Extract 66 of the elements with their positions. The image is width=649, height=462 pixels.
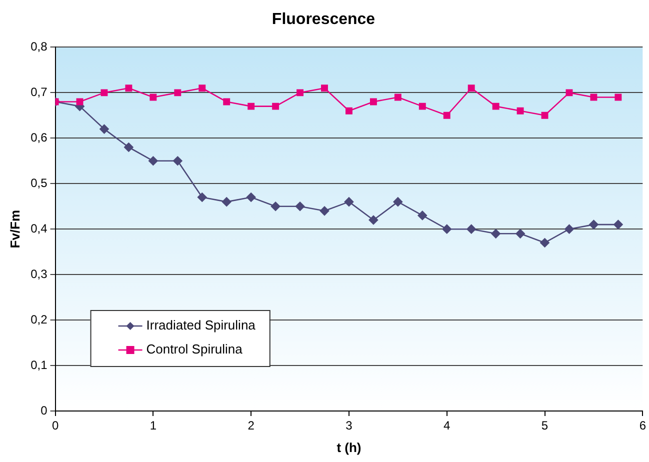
x-tick-label: 5	[541, 418, 548, 433]
point	[590, 94, 598, 101]
point	[589, 220, 598, 230]
chart-title: Fluorescence	[272, 11, 376, 28]
point	[491, 229, 500, 238]
point	[150, 94, 157, 101]
y-tick-label: 0,3	[30, 266, 48, 281]
point	[345, 107, 352, 114]
point	[295, 202, 305, 212]
point	[223, 98, 230, 106]
point	[222, 197, 232, 206]
point	[492, 102, 500, 110]
point	[296, 89, 304, 96]
point	[541, 112, 548, 119]
y-tick-label: 0,7	[30, 84, 48, 99]
point	[125, 84, 132, 92]
y-tick-label: 0,1	[30, 358, 48, 372]
point	[614, 220, 623, 230]
point	[368, 215, 378, 225]
point	[248, 102, 255, 110]
x-tick-label: 4	[444, 418, 451, 433]
point	[466, 224, 476, 234]
point	[540, 238, 550, 248]
y-tick-label: 0,5	[30, 176, 48, 190]
y-axis-title: Fv/Fm	[7, 210, 22, 248]
point	[418, 102, 426, 110]
legend-label: Control Spirulina	[146, 342, 244, 357]
y-tick-label: 0,8	[30, 40, 48, 54]
x-tick-label: 1	[150, 418, 157, 433]
point	[394, 94, 402, 101]
y-tick-label: 0,6	[30, 130, 48, 144]
x-tick-label: 2	[248, 418, 255, 433]
point	[173, 156, 182, 166]
point	[370, 98, 377, 106]
point	[76, 98, 84, 106]
point	[100, 89, 108, 96]
x-tick-label: 0	[52, 418, 59, 433]
point	[272, 102, 280, 110]
point	[246, 192, 256, 202]
point	[393, 197, 403, 206]
point	[320, 206, 330, 216]
point	[442, 224, 452, 234]
y-tick-label: 0	[40, 403, 48, 418]
legend-label: Irradiated Spirulina	[146, 318, 256, 333]
y-tick-label: 0,2	[30, 312, 48, 326]
point	[344, 197, 354, 206]
point	[443, 112, 450, 119]
point	[564, 224, 574, 234]
x-tick-label: 3	[346, 418, 353, 433]
y-tick-label: 0,4	[30, 221, 48, 236]
point	[566, 89, 573, 96]
point	[468, 84, 475, 92]
point	[148, 156, 158, 166]
point	[321, 84, 328, 92]
point	[174, 89, 182, 96]
x-tick-label: 6	[639, 418, 646, 433]
point	[100, 124, 109, 134]
point	[516, 107, 524, 114]
point	[124, 142, 134, 152]
point	[270, 202, 280, 212]
point	[516, 229, 525, 238]
point	[198, 84, 206, 92]
x-axis-title: t (h)	[336, 440, 362, 455]
point	[197, 192, 207, 202]
point	[418, 210, 428, 220]
point	[614, 94, 622, 101]
